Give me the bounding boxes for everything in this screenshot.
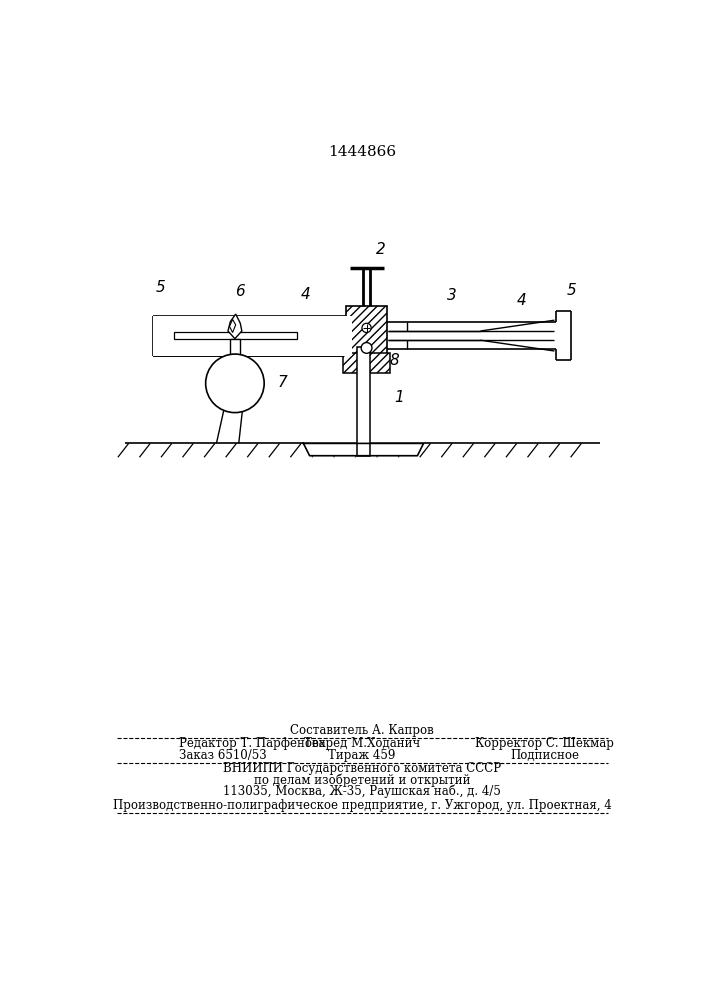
Text: 7: 7 xyxy=(277,375,287,390)
Bar xyxy=(230,339,240,360)
Circle shape xyxy=(362,323,371,333)
Text: 5: 5 xyxy=(156,280,166,295)
Text: 113035, Москва, Ж-35, Раушская наб., д. 4/5: 113035, Москва, Ж-35, Раушская наб., д. … xyxy=(223,785,501,798)
Text: 3: 3 xyxy=(447,288,457,303)
Text: Производственно-полиграфическое предприятие, г. Ужгород, ул. Проектная, 4: Производственно-полиграфическое предприя… xyxy=(112,799,612,812)
Circle shape xyxy=(361,343,372,353)
Text: Заказ 6510/53: Заказ 6510/53 xyxy=(179,749,267,762)
Polygon shape xyxy=(228,314,242,339)
Text: Подписное: Подписное xyxy=(510,749,579,762)
Text: 4: 4 xyxy=(517,293,526,308)
Text: Составитель А. Капров: Составитель А. Капров xyxy=(290,724,434,737)
Text: 2: 2 xyxy=(376,242,385,257)
Text: Корректор С. Шекмар: Корректор С. Шекмар xyxy=(475,737,614,750)
Text: Редактор Т. Парфенова: Редактор Т. Парфенова xyxy=(179,737,325,750)
Bar xyxy=(153,322,170,349)
Text: ВНИИПИ Государственного комитета СССР: ВНИИПИ Государственного комитета СССР xyxy=(223,762,501,775)
Text: 6: 6 xyxy=(235,284,245,299)
Bar xyxy=(343,353,390,373)
Bar xyxy=(174,332,297,339)
Polygon shape xyxy=(230,319,235,333)
Text: Тираж 459: Тираж 459 xyxy=(328,749,396,762)
Polygon shape xyxy=(303,443,423,456)
Bar xyxy=(357,347,370,456)
Bar xyxy=(153,349,352,356)
Text: Техред М.Ходанич: Техред М.Ходанич xyxy=(304,737,420,750)
Text: по делам изобретений и открытий: по делам изобретений и открытий xyxy=(254,773,470,787)
Bar xyxy=(153,316,352,322)
Bar xyxy=(346,306,387,365)
Text: 8: 8 xyxy=(390,353,399,368)
Circle shape xyxy=(206,354,264,413)
Text: 4: 4 xyxy=(301,287,310,302)
Text: 1444866: 1444866 xyxy=(328,145,396,159)
Text: 1: 1 xyxy=(395,390,404,405)
Bar xyxy=(153,316,352,356)
Text: 5: 5 xyxy=(566,283,576,298)
